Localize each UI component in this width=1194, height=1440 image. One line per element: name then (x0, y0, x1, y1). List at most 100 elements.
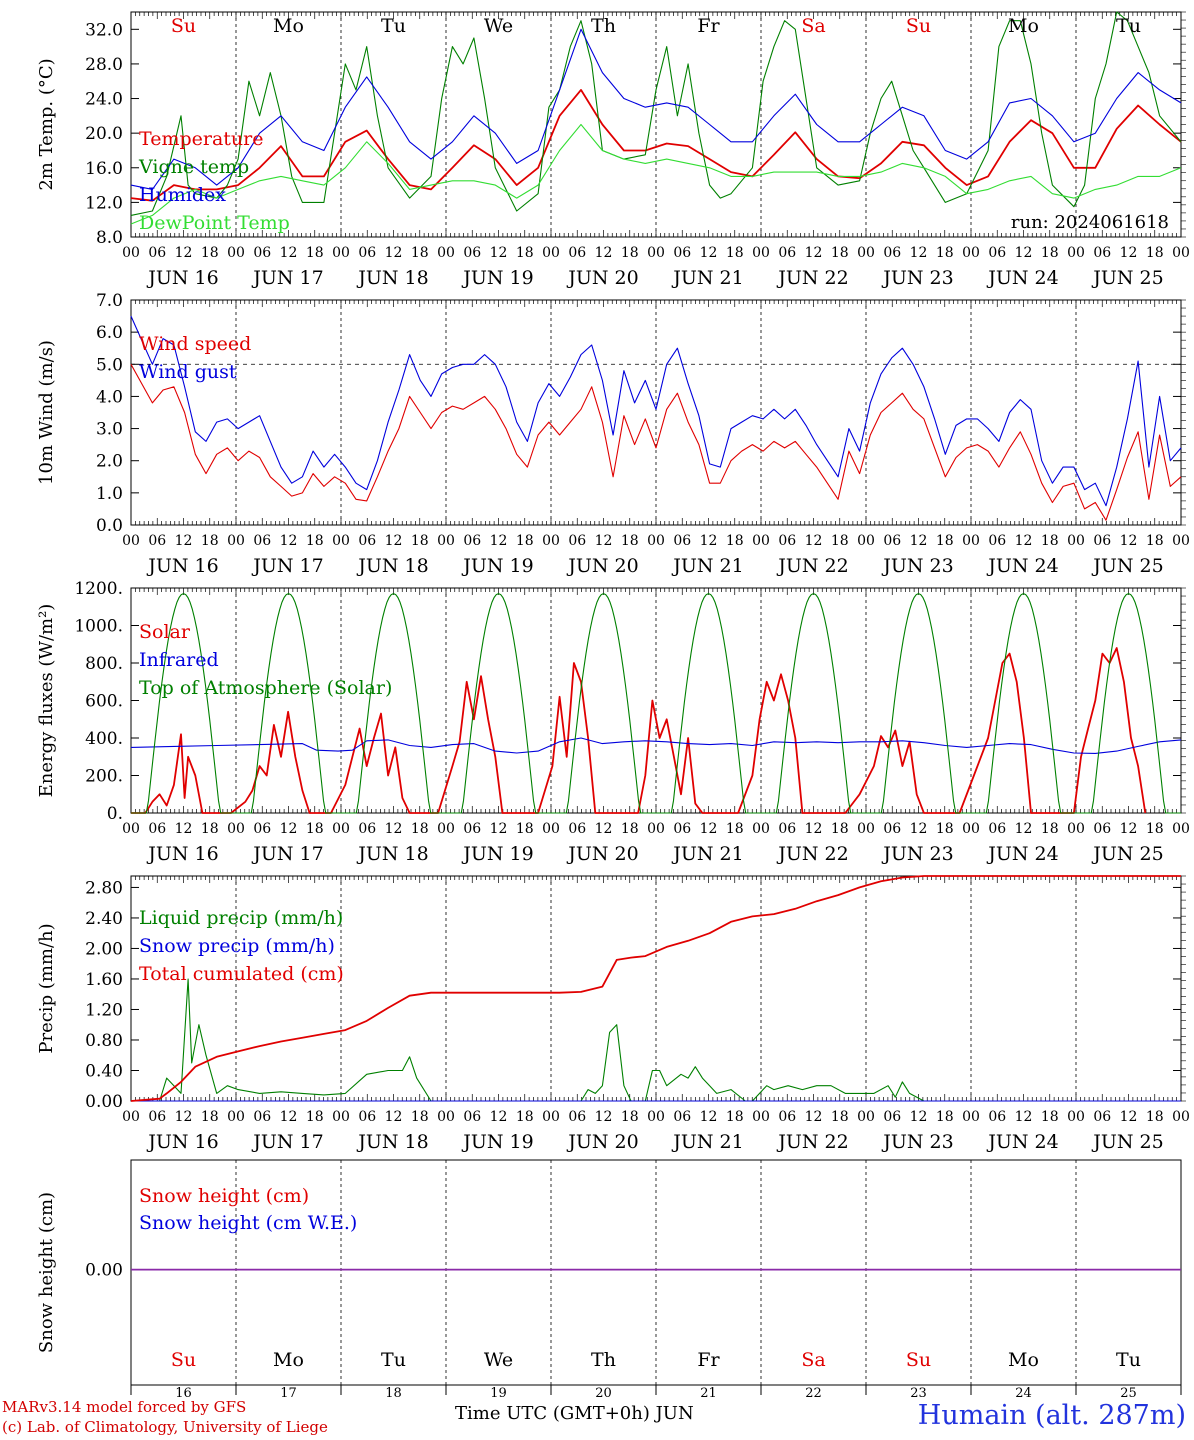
legend-entry: Snow precip (mm/h) (139, 935, 335, 957)
date-label: JUN 24 (986, 555, 1058, 577)
hour-label: 12 (280, 245, 298, 261)
hour-label: 18 (1041, 245, 1059, 261)
hour-label: 00 (857, 1109, 875, 1125)
hour-label: 06 (673, 1109, 691, 1125)
hour-label: 06 (253, 533, 271, 549)
date-label: JUN 20 (566, 1131, 638, 1153)
weekday-label: Fr (697, 15, 720, 37)
hour-label: 18 (411, 245, 429, 261)
hour-label: 12 (805, 245, 823, 261)
chart-panel-3 (130, 587, 1186, 814)
legend-entry: Infrared (139, 649, 219, 671)
date-label: JUN 16 (146, 843, 218, 865)
hour-label: 06 (358, 533, 376, 549)
hour-label: 06 (883, 533, 901, 549)
date-label: JUN 19 (461, 267, 533, 289)
date-label: JUN 16 (146, 1131, 218, 1153)
weekday-label-bottom: We (484, 1349, 513, 1371)
date-label: JUN 25 (1091, 843, 1163, 865)
hour-label: 12 (805, 533, 823, 549)
y-tick-label: 2.80 (85, 878, 123, 898)
date-label: JUN 23 (881, 555, 953, 577)
weekday-label-bottom: Mo (1008, 1349, 1039, 1371)
hour-label: 00 (227, 533, 245, 549)
hour-label: 06 (568, 821, 586, 837)
hour-label: 00 (752, 1109, 770, 1125)
y-axis-label: 10m Wind (m/s) (36, 340, 57, 485)
date-label: JUN 22 (776, 267, 848, 289)
hour-label: 18 (201, 533, 219, 549)
hour-label: 06 (148, 1109, 166, 1125)
hour-label: 06 (778, 245, 796, 261)
hour-label: 12 (1120, 245, 1138, 261)
hour-label: 00 (122, 821, 140, 837)
hour-label: 00 (437, 1109, 455, 1125)
y-tick-label: 0.40 (85, 1061, 123, 1081)
hour-label: 00 (227, 1109, 245, 1125)
hour-label: 00 (857, 821, 875, 837)
hour-label: 00 (752, 821, 770, 837)
weekday-label: Su (906, 15, 931, 37)
weekday-label: Su (171, 15, 196, 37)
y-tick-label: 800. (85, 654, 123, 674)
hour-label: 18 (516, 821, 534, 837)
legend-entry: Temperature (139, 128, 263, 150)
date-label: JUN 17 (251, 267, 323, 289)
series-line-temperature (130, 89, 1182, 202)
hour-label: 00 (122, 245, 140, 261)
hour-label: 12 (910, 533, 928, 549)
date-label: JUN 21 (671, 555, 743, 577)
date-label: JUN 19 (461, 843, 533, 865)
hour-label: 00 (437, 821, 455, 837)
weekday-label: Th (591, 15, 616, 37)
hour-label: 12 (175, 533, 193, 549)
weekday-label: Tu (1116, 15, 1141, 37)
date-label: JUN 18 (356, 555, 428, 577)
run-label: run: 2024061618 (1011, 212, 1169, 233)
y-tick-label: 1200. (74, 579, 123, 599)
hour-label: 12 (910, 1109, 928, 1125)
y-tick-label: 7.0 (96, 291, 123, 311)
hour-label: 12 (1120, 821, 1138, 837)
day-number: 18 (385, 1386, 402, 1401)
hour-label: 06 (148, 821, 166, 837)
y-tick-label: 2.00 (85, 939, 123, 959)
plot-frame (130, 299, 1182, 526)
hour-label: 06 (568, 533, 586, 549)
y-tick-label: 2.40 (85, 909, 123, 929)
weekday-label-bottom: Su (906, 1349, 931, 1371)
hour-label: 06 (988, 821, 1006, 837)
hour-label: 12 (280, 533, 298, 549)
hour-label: 18 (936, 1109, 954, 1125)
hour-label: 12 (805, 821, 823, 837)
day-number: 19 (490, 1386, 507, 1401)
hour-label: 00 (1172, 1109, 1190, 1125)
hour-label: 00 (122, 1109, 140, 1125)
day-number: 20 (595, 1386, 612, 1401)
hour-label: 00 (647, 245, 665, 261)
hour-label: 00 (542, 821, 560, 837)
hour-label: 00 (857, 245, 875, 261)
hour-label: 18 (936, 533, 954, 549)
hour-label: 18 (516, 245, 534, 261)
date-label: JUN 22 (776, 1131, 848, 1153)
series-line-vigne-temp (130, 11, 1182, 216)
series-line-total-cumulated-cm- (130, 875, 1181, 1102)
weekday-label-bottom: Tu (381, 1349, 406, 1371)
date-label: JUN 23 (881, 267, 953, 289)
y-tick-label: 1000. (74, 617, 123, 637)
hour-label: 00 (227, 245, 245, 261)
hour-label: 00 (542, 245, 560, 261)
y-tick-label: 32.0 (85, 20, 123, 40)
y-tick-label: 1.0 (96, 484, 123, 504)
hour-label: 06 (673, 533, 691, 549)
hour-label: 06 (1093, 245, 1111, 261)
day-number: 17 (280, 1386, 297, 1401)
hour-label: 18 (831, 1109, 849, 1125)
y-tick-label: 0. (107, 804, 123, 824)
hour-label: 18 (516, 533, 534, 549)
weekday-label-bottom: Th (591, 1349, 616, 1371)
hour-label: 06 (988, 1109, 1006, 1125)
legend-entry: Top of Atmosphere (Solar) (139, 677, 392, 699)
y-axis-label: Energy fluxes (W/m²) (36, 604, 57, 798)
